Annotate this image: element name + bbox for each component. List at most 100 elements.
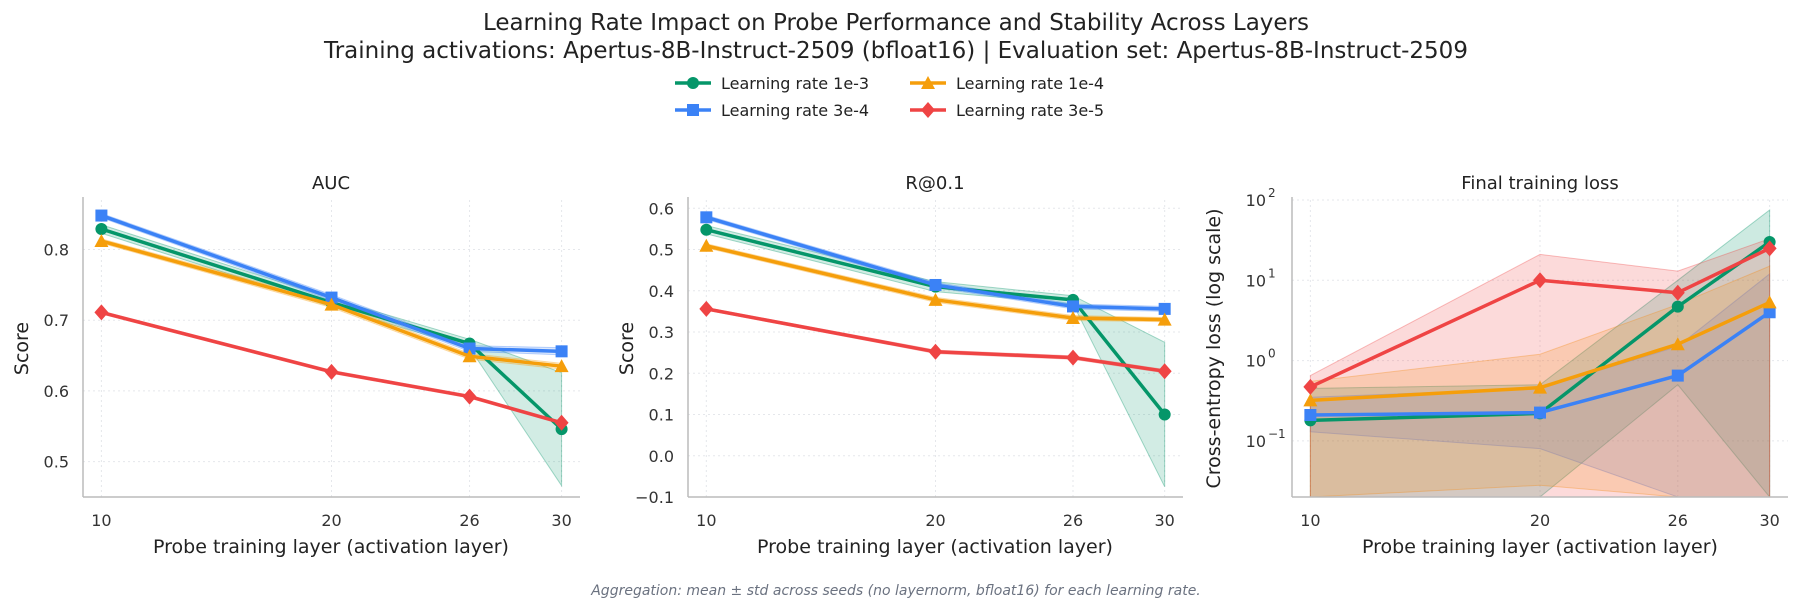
legend-entry: Learning rate 1e-3: [675, 74, 869, 93]
data-point: [1158, 408, 1171, 421]
data-point: [463, 342, 476, 355]
series-line: [1310, 310, 1771, 417]
data-point: [1158, 302, 1171, 315]
legend-label: Learning rate 3e-5: [956, 101, 1104, 120]
legend-label: Learning rate 1e-3: [721, 74, 869, 93]
std-band: [100, 224, 563, 488]
series-line: [705, 215, 1165, 311]
series-line: [1309, 246, 1771, 389]
data-point: [1670, 337, 1685, 351]
chart-panel-2: −0.1 0.0 0.1 0.2 0.3 0.4 0.5 0.6 10 20 26 30 R@0.1 Pr…: [616, 173, 1183, 558]
series-line: [705, 228, 1167, 416]
series-line: [706, 307, 1165, 373]
x-tick-label: 26: [1063, 511, 1083, 530]
y-tick-label: 0.4: [649, 282, 674, 301]
y-axis-label: Score: [11, 322, 33, 375]
legend-marker: [687, 104, 699, 116]
y-tick-label: 0.7: [44, 311, 69, 330]
data-point: [95, 222, 108, 235]
std-band: [100, 212, 563, 356]
y-tick-label: 0.2: [649, 364, 674, 383]
y-tick-label: 10: [1246, 352, 1266, 371]
series-line: [1310, 240, 1771, 423]
footnote: Aggregation: mean ± std across seeds (no…: [590, 583, 1201, 599]
panel-title: AUC: [312, 173, 350, 194]
data-point: [699, 300, 714, 317]
data-point: [1066, 310, 1080, 324]
data-point: [462, 349, 477, 363]
x-tick-label: 30: [551, 511, 571, 530]
data-point: [928, 343, 943, 360]
legend-entry: Learning rate 3e-4: [675, 101, 869, 120]
figure-title-line2: Training activations: Apertus-8B-Instruc…: [323, 38, 1468, 64]
y-tick-label: 10: [1246, 271, 1266, 290]
series-line: [100, 213, 562, 354]
data-point: [700, 211, 713, 224]
x-tick-label: 30: [1154, 511, 1174, 530]
data-point: [1066, 349, 1080, 366]
y-tick-exponent: −1: [1268, 427, 1286, 441]
legend-entry: Learning rate 3e-5: [910, 101, 1104, 120]
data-point: [1533, 380, 1547, 394]
figure-title-line1: Learning Rate Impact on Probe Performanc…: [483, 10, 1309, 36]
y-tick-exponent: 1: [1268, 266, 1276, 280]
series-line: [1310, 300, 1771, 403]
x-tick-label: 20: [1530, 511, 1550, 530]
series-line: [705, 244, 1165, 322]
panel-title: Final training loss: [1461, 173, 1618, 194]
legend-marker: [687, 77, 699, 89]
y-tick-label: 0.5: [44, 453, 69, 472]
x-tick-label: 20: [321, 511, 341, 530]
data-point: [929, 278, 942, 291]
std-band: [1309, 209, 1771, 497]
x-tick-label: 10: [91, 511, 111, 530]
y-axis-label: Cross-entropy loss (log scale): [1203, 208, 1225, 488]
data-point: [1534, 406, 1546, 419]
y-tick-label: 0.1: [649, 406, 674, 425]
y-tick-label: 0.6: [44, 382, 69, 401]
x-axis-label: Probe training layer (activation layer): [1362, 536, 1718, 558]
x-tick-label: 26: [1668, 511, 1688, 530]
y-tick-label: 10: [1246, 432, 1266, 451]
data-point: [1303, 393, 1318, 407]
legend-label: Learning rate 1e-4: [956, 74, 1104, 93]
x-axis-label: Probe training layer (activation layer): [153, 536, 509, 558]
y-tick-label: 10: [1246, 191, 1266, 210]
data-point: [1763, 306, 1776, 319]
data-point: [1762, 295, 1777, 309]
data-point: [462, 388, 477, 405]
legend-marker: [921, 76, 935, 89]
y-tick-label: 0.3: [649, 323, 674, 342]
data-point: [94, 234, 109, 248]
data-point: [94, 304, 109, 321]
series-line: [100, 239, 562, 368]
data-point: [554, 414, 569, 431]
data-point: [554, 359, 569, 373]
y-tick-label: 0.6: [649, 199, 674, 218]
chart-panel-1: 0.5 0.6 0.7 0.8 10 20 26 30 AUC Probe training la…: [11, 173, 580, 558]
x-tick-label: 30: [1759, 511, 1779, 530]
data-point: [1762, 240, 1777, 257]
data-point: [699, 238, 714, 252]
data-point: [1304, 409, 1317, 422]
y-tick-exponent: 2: [1268, 186, 1276, 200]
data-point: [555, 345, 568, 358]
series-line: [100, 310, 563, 425]
std-band: [1309, 237, 1771, 497]
x-tick-label: 10: [696, 511, 716, 530]
legend: Learning rate 1e-3 Learning rate 3e-4 Lear…: [675, 74, 1104, 120]
std-band: [705, 224, 1166, 487]
data-point: [324, 363, 339, 380]
data-point: [1671, 300, 1684, 313]
data-point: [1670, 284, 1685, 301]
panel-title: R@0.1: [905, 173, 964, 194]
x-tick-label: 20: [925, 511, 945, 530]
data-point: [1303, 378, 1318, 395]
y-tick-exponent: 0: [1268, 347, 1276, 361]
data-point: [1533, 272, 1547, 289]
data-point: [324, 297, 339, 311]
x-tick-label: 26: [459, 511, 479, 530]
